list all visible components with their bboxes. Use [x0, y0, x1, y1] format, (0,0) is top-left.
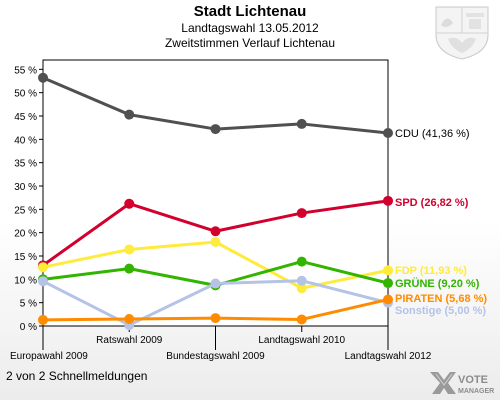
y-tick-label: 50 %	[14, 89, 37, 100]
data-point-fdp	[210, 237, 221, 247]
series-label-cdu: CDU (41,36 %)	[395, 128, 470, 140]
chart-subtitle-election: Landtagswahl 13.05.2012	[181, 21, 319, 35]
state-coat-of-arms-icon	[435, 6, 489, 60]
report-status-text: 2 von 2 Schnellmeldungen	[6, 369, 148, 383]
brand-line2: MANAGER	[458, 388, 494, 395]
data-point-grüne	[383, 278, 393, 289]
y-tick-label: 30 %	[14, 182, 37, 193]
y-tick-label: 40 %	[14, 135, 37, 146]
data-point-cdu	[210, 124, 221, 135]
chart-title: Stadt Lichtenau	[193, 3, 307, 20]
data-point-cdu	[124, 109, 135, 120]
data-point-piraten	[210, 313, 221, 324]
y-tick-label: 5 %	[20, 299, 37, 310]
data-point-piraten	[296, 314, 307, 325]
data-point-cdu	[296, 118, 307, 129]
data-point-sonstige	[38, 276, 48, 287]
series-label-grüne: GRÜNE (9,20 %)	[395, 277, 480, 290]
y-tick-label: 15 %	[14, 252, 37, 263]
y-tick-label: 0 %	[20, 322, 37, 333]
y-tick-label: 25 %	[14, 205, 37, 216]
x-tick-label: Europawahl 2009	[10, 351, 88, 362]
y-tick-label: 10 %	[14, 275, 37, 286]
chart-subtitle-description: Zweitstimmen Verlauf Lichtenau	[164, 36, 336, 50]
y-tick-label: 55 %	[14, 65, 37, 76]
series-label-piraten: PIRATEN (5,68 %)	[395, 293, 487, 305]
y-tick-label: 45 %	[14, 112, 37, 123]
vote-manager-logo: VOTE MANAGER	[430, 372, 494, 395]
y-tick-label: 20 %	[14, 229, 37, 240]
data-point-piraten	[383, 294, 393, 305]
data-point-sonstige	[296, 275, 307, 286]
data-point-piraten	[38, 314, 48, 325]
data-point-fdp	[38, 262, 48, 273]
vote-manager-x-logo-icon	[430, 372, 456, 394]
x-tick-label: Ratswahl 2009	[96, 335, 163, 346]
brand-line1: VOTE	[458, 374, 488, 386]
series-label-fdp: FDP (11,93 %)	[395, 265, 467, 277]
series-label-spd: SPD (26,82 %)	[395, 197, 469, 209]
data-point-grüne	[296, 256, 307, 267]
data-point-fdp	[296, 283, 307, 294]
x-tick-label: Bundestagswahl 2009	[166, 351, 265, 362]
x-tick-label: Landtagswahl 2010	[258, 335, 345, 346]
series-label-sonstige: Sonstige (5,00 %)	[395, 305, 486, 317]
x-tick-label: Landtagswahl 2012	[345, 351, 432, 362]
data-point-fdp	[383, 265, 393, 276]
data-point-spd	[124, 198, 135, 209]
data-point-fdp	[124, 244, 135, 255]
data-point-spd	[210, 226, 221, 237]
data-point-piraten	[124, 314, 135, 324]
data-point-spd	[296, 208, 307, 219]
data-point-grüne	[124, 263, 135, 274]
data-point-cdu	[383, 127, 393, 138]
data-point-sonstige	[210, 278, 221, 289]
y-tick-label: 35 %	[14, 159, 37, 170]
data-point-spd	[383, 195, 393, 206]
data-point-cdu	[38, 72, 48, 83]
